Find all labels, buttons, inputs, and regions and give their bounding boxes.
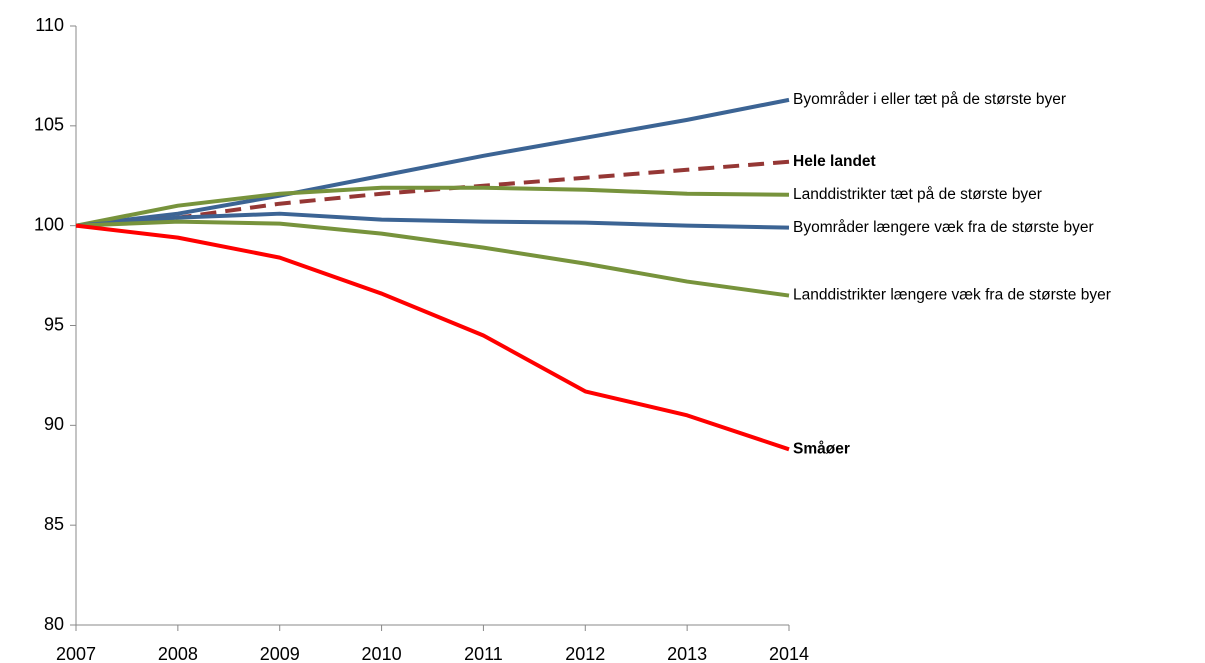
y-tick-label: 100	[34, 214, 64, 234]
series-line	[75, 223, 790, 452]
x-tick-label: 2014	[769, 644, 809, 663]
series-label: Byområder i eller tæt på de største byer	[793, 91, 1066, 108]
series-label: Hele landet	[793, 153, 876, 170]
series-line	[75, 97, 790, 228]
series-label: Landdistrikter længere væk fra de størst…	[793, 287, 1111, 304]
x-tick-label: 2010	[362, 644, 402, 663]
x-tick-label: 2007	[56, 644, 96, 663]
y-tick-label: 85	[44, 514, 64, 534]
x-tick-label: 2011	[464, 644, 503, 663]
series-line	[75, 211, 790, 230]
y-tick-label: 105	[34, 115, 64, 135]
series-line	[75, 219, 790, 298]
series-label: Byområder længere væk fra de største bye…	[793, 219, 1094, 236]
x-tick-label: 2012	[565, 644, 605, 663]
series-label: Småøer	[793, 440, 850, 457]
y-tick-label: 95	[44, 314, 64, 334]
x-tick-label: 2009	[260, 644, 300, 663]
y-tick-label: 80	[44, 614, 64, 634]
x-tick-label: 2013	[667, 644, 707, 663]
y-tick-label: 110	[35, 15, 64, 35]
x-tick-label: 2008	[158, 644, 198, 663]
series-label: Landdistrikter tæt på de største byer	[793, 186, 1042, 203]
y-tick-label: 90	[44, 414, 64, 434]
series-line	[75, 185, 790, 228]
